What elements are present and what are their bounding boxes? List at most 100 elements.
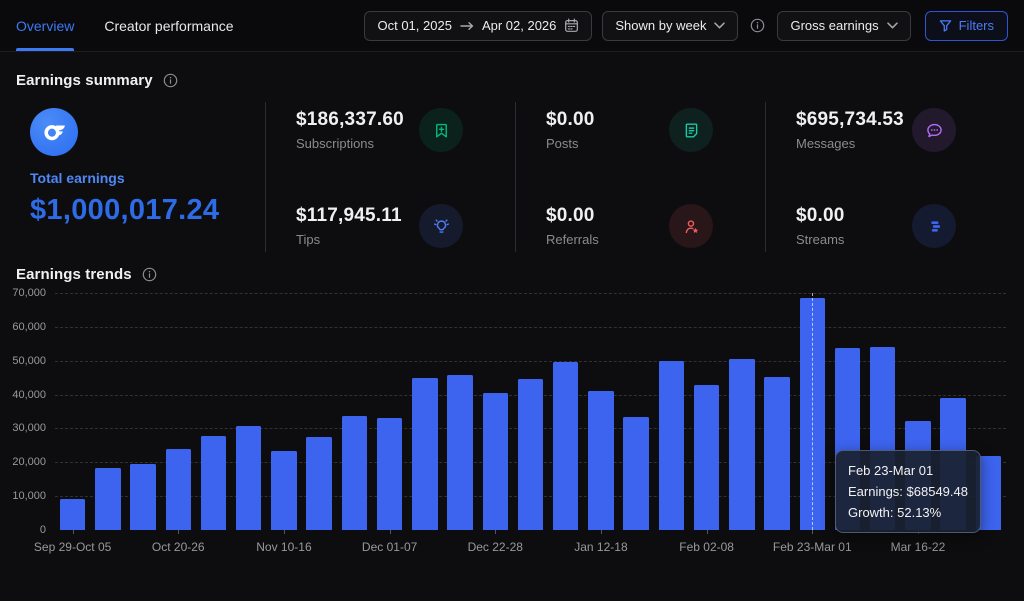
chevron-down-icon: [714, 22, 725, 29]
x-axis-tick: [178, 530, 179, 534]
x-axis-tick: [390, 530, 391, 534]
stat-referrals: $0.00 Referrals: [546, 204, 713, 248]
tips-amount: $117,945.11: [296, 205, 402, 227]
filters-button[interactable]: Filters: [925, 11, 1008, 41]
x-axis-label: Dec 22-28: [468, 540, 523, 554]
gridline: [55, 327, 1006, 328]
subscriptions-amount: $186,337.60: [296, 109, 404, 131]
x-axis-label: Dec 01-07: [362, 540, 417, 554]
x-axis-tick: [812, 530, 813, 534]
bar-week-19[interactable]: [694, 385, 719, 530]
x-axis-tick: [707, 530, 708, 534]
arrow-right-icon: [460, 21, 474, 31]
gridline: [55, 293, 1006, 294]
metric-select[interactable]: Gross earnings: [777, 11, 910, 41]
chart-plot: Feb 23-Mar 01 Earnings: $68549.48 Growth…: [55, 293, 1006, 530]
summary-column: $0.00 Posts $0.00 Referrals: [515, 102, 765, 252]
x-axis-label: Oct 20-26: [152, 540, 205, 554]
x-axis-label: Nov 10-16: [256, 540, 311, 554]
earnings-summary-info-icon[interactable]: [161, 73, 180, 88]
y-axis-label: 70,000: [12, 287, 46, 299]
bar-week-3[interactable]: [130, 464, 155, 530]
bar-week-17[interactable]: [623, 417, 648, 530]
metric-value: Gross earnings: [790, 18, 878, 33]
x-axis-tick: [73, 530, 74, 534]
granularity-value: Shown by week: [615, 18, 706, 33]
stat-posts: $0.00 Posts: [546, 108, 713, 152]
earnings-trends-info-icon[interactable]: [140, 267, 159, 282]
bar-week-6[interactable]: [236, 426, 261, 530]
x-axis-label: Feb 23-Mar 01: [773, 540, 852, 554]
streams-label: Streams: [796, 232, 845, 247]
granularity-info-icon[interactable]: [748, 18, 767, 33]
nav-tabs: Overview Creator performance: [16, 0, 234, 51]
date-range-start[interactable]: Oct 01, 2025: [377, 18, 451, 33]
bar-week-13[interactable]: [483, 393, 508, 530]
y-axis-label: 30,000: [12, 422, 46, 434]
bar-week-9[interactable]: [342, 416, 367, 530]
tips-label: Tips: [296, 232, 402, 247]
bar-week-20[interactable]: [729, 359, 754, 530]
chevron-down-icon: [887, 22, 898, 29]
earnings-trends-chart: Feb 23-Mar 01 Earnings: $68549.48 Growth…: [16, 283, 1008, 568]
tab-overview[interactable]: Overview: [16, 0, 74, 51]
gridline: [55, 361, 1006, 362]
bar-week-16[interactable]: [588, 391, 613, 530]
bar-week-11[interactable]: [412, 378, 437, 530]
earnings-summary-title: Earnings summary: [16, 72, 153, 89]
top-bar: Overview Creator performance Oct 01, 202…: [0, 0, 1024, 52]
y-axis-label: 60,000: [12, 321, 46, 333]
total-earnings-label: Total earnings: [30, 170, 213, 186]
x-axis-label: Mar 16-22: [891, 540, 946, 554]
x-axis-tick: [601, 530, 602, 534]
chat-bubble-icon: [912, 108, 956, 152]
bar-week-12[interactable]: [447, 375, 472, 530]
bar-week-5[interactable]: [201, 436, 226, 530]
summary-column: $695,734.53 Messages $0.00 Streams: [765, 102, 1008, 252]
tooltip-title: Feb 23-Mar 01: [848, 460, 968, 481]
granularity-select[interactable]: Shown by week: [602, 11, 738, 41]
date-range-picker[interactable]: Oct 01, 2025 Apr 02, 2026: [364, 11, 592, 41]
document-icon: [669, 108, 713, 152]
tooltip-growth: Growth: 52.13%: [848, 502, 968, 523]
bar-week-1[interactable]: [60, 499, 85, 530]
bar-week-15[interactable]: [553, 362, 578, 530]
total-earnings-amount: $1,000,017.24: [30, 194, 213, 227]
chart-tooltip: Feb 23-Mar 01 Earnings: $68549.48 Growth…: [835, 450, 981, 533]
bar-week-18[interactable]: [659, 361, 684, 530]
subscriptions-label: Subscriptions: [296, 136, 404, 151]
messages-amount: $695,734.53: [796, 109, 904, 131]
x-axis-tick: [284, 530, 285, 534]
hover-crosshair-line: [812, 293, 813, 530]
referrals-amount: $0.00: [546, 205, 599, 227]
posts-label: Posts: [546, 136, 595, 151]
bar-week-7[interactable]: [271, 451, 296, 530]
date-range-end[interactable]: Apr 02, 2026: [482, 18, 556, 33]
bar-week-2[interactable]: [95, 468, 120, 530]
y-axis-label: 0: [40, 524, 46, 536]
stream-bars-icon: [912, 204, 956, 248]
tab-creator-performance[interactable]: Creator performance: [104, 0, 233, 51]
person-star-icon: [669, 204, 713, 248]
summary-column: $186,337.60 Subscriptions $117,945.11 Ti…: [265, 102, 515, 252]
bookmark-plus-icon: [419, 108, 463, 152]
bar-week-8[interactable]: [306, 437, 331, 530]
posts-amount: $0.00: [546, 109, 595, 131]
bar-week-21[interactable]: [764, 377, 789, 530]
y-axis-label: 20,000: [12, 456, 46, 468]
tooltip-earnings: Earnings: $68549.48: [848, 481, 968, 502]
earnings-trends-title: Earnings trends: [16, 266, 132, 283]
messages-label: Messages: [796, 136, 904, 151]
lightbulb-icon: [419, 204, 463, 248]
stat-streams: $0.00 Streams: [796, 204, 956, 248]
x-axis-label: Sep 29-Oct 05: [34, 540, 111, 554]
filters-label: Filters: [959, 18, 994, 33]
referrals-label: Referrals: [546, 232, 599, 247]
x-axis-label: Feb 02-08: [679, 540, 734, 554]
x-axis-label: Jan 12-18: [574, 540, 627, 554]
bar-week-4[interactable]: [166, 449, 191, 530]
bar-week-14[interactable]: [518, 379, 543, 530]
y-axis-label: 50,000: [12, 355, 46, 367]
bar-week-10[interactable]: [377, 418, 402, 530]
y-axis-label: 40,000: [12, 389, 46, 401]
